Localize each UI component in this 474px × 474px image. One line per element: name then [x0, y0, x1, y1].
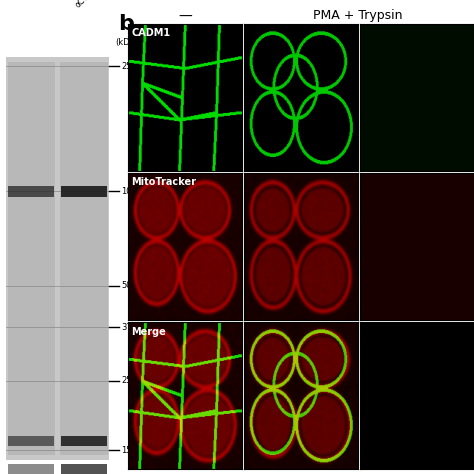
Text: MitoTracker: MitoTracker	[131, 177, 196, 187]
Text: PMA + Trypsin: PMA + Trypsin	[313, 9, 402, 22]
FancyBboxPatch shape	[61, 186, 107, 197]
Text: 250: 250	[121, 62, 137, 71]
FancyBboxPatch shape	[61, 436, 107, 446]
Text: 50: 50	[121, 282, 132, 291]
FancyBboxPatch shape	[9, 186, 55, 197]
FancyBboxPatch shape	[61, 464, 107, 474]
Text: 37: 37	[121, 323, 132, 332]
Text: 15: 15	[121, 446, 132, 455]
Text: αCTF: αCTF	[74, 0, 94, 9]
Text: (kDa): (kDa)	[115, 38, 138, 47]
FancyBboxPatch shape	[9, 436, 55, 446]
Text: CADM1: CADM1	[131, 28, 171, 38]
Text: 25: 25	[121, 376, 132, 385]
FancyBboxPatch shape	[60, 62, 108, 455]
Text: —: —	[178, 9, 192, 24]
Text: Merge: Merge	[131, 327, 166, 337]
Text: b: b	[118, 14, 134, 34]
Text: 100: 100	[121, 187, 137, 196]
FancyBboxPatch shape	[9, 464, 55, 474]
FancyBboxPatch shape	[7, 57, 109, 460]
FancyBboxPatch shape	[8, 62, 55, 455]
